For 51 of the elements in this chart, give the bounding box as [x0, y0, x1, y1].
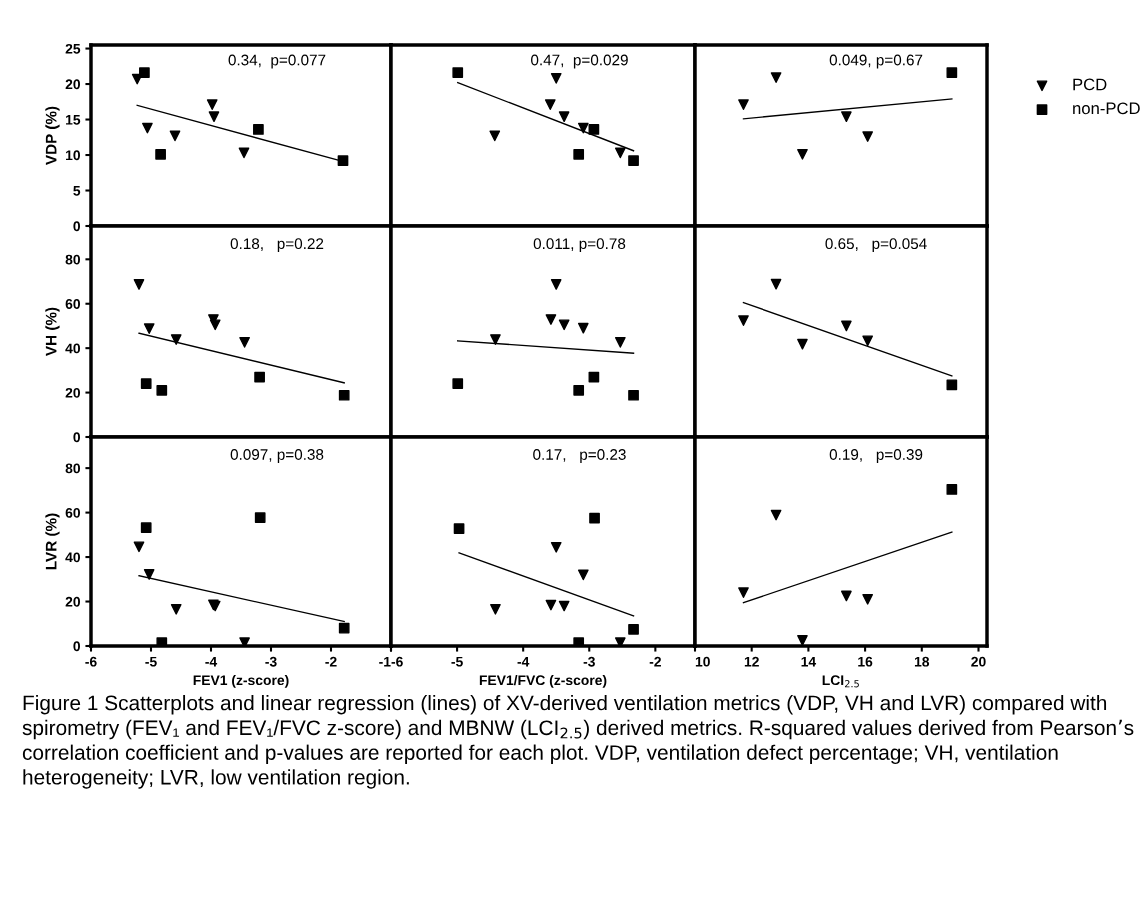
y-tick-label: 20 — [65, 387, 81, 398]
annotation: 0.19, p=0.39 — [829, 449, 923, 463]
annotation: 0.65, p=0.054 — [825, 238, 927, 253]
x-tick-label: -5 — [145, 656, 157, 667]
annotation: 0.049, p=0.67 — [829, 54, 923, 69]
y-tick-label: 0 — [73, 432, 81, 443]
y-tick-label: 40 — [65, 343, 81, 354]
x-tick-label: 20 — [971, 656, 986, 667]
y-tick-label: 80 — [65, 463, 81, 474]
y-axis-title: LVR (%) — [45, 513, 60, 570]
y-tick-label: 20 — [65, 79, 81, 90]
x-tick-label: 10 — [695, 656, 710, 667]
annotation: 0.011, p=0.78 — [533, 238, 626, 253]
legend-label: PCD — [1073, 78, 1107, 91]
annotation: 0.17, p=0.23 — [533, 449, 626, 463]
y-tick-label: 60 — [65, 507, 81, 518]
annotation: 0.097, p=0.38 — [230, 449, 324, 463]
y-tick-label: 80 — [65, 254, 81, 265]
x-tick-label: -2 — [649, 656, 661, 667]
x-tick-label: -3 — [265, 656, 277, 667]
x-tick-label: -4 — [205, 656, 218, 667]
y-axis-title: VH (%) — [45, 307, 60, 357]
x-tick-label: -5 — [451, 656, 463, 667]
annotation: 0.18, p=0.22 — [230, 238, 324, 253]
y-tick-label: 0 — [73, 641, 81, 652]
x-axis-title: FEV1 (z-score) — [193, 674, 289, 688]
y-axis-title: VDP (%) — [45, 106, 60, 165]
x-tick-label: -3 — [583, 656, 595, 667]
x-tick-label: -6 — [85, 656, 97, 667]
annotation: 0.34, p=0.077 — [228, 54, 326, 69]
y-tick-label: 15 — [66, 115, 81, 125]
y-tick-label: 10 — [66, 150, 81, 161]
x-tick-label: -6 — [391, 656, 403, 667]
x-axis-title: LCI$_{2.5}$ — [822, 675, 859, 688]
y-tick-label: 20 — [65, 596, 81, 607]
x-tick-label: 16 — [858, 656, 873, 667]
caption: Figure 1 Scatterplots and linear regression (lines) of XV-derived ventilation metrics (VDP, VH and LVR) compared with spirometry (FEV₁ and FEV₁/FVC z-score) and MBNW (LCI$_{2.5}$) derived metrics. R-squared values derived from Pearson’s correlation coefficient and p-values are reported for each plot. VDP, ventilation defect percentage; VH, ventilation heterogeneity; LVR, low ventilation region. — [22, 695, 1134, 789]
x-axis-title: FEV1/FVC (z-score) — [479, 674, 607, 688]
x-tick-label: 14 — [801, 656, 817, 667]
y-tick-label: 40 — [65, 552, 81, 563]
x-tick-label: 12 — [744, 656, 759, 667]
annotation: 0.47, p=0.029 — [531, 54, 628, 69]
x-tick-label: -1 — [379, 656, 391, 667]
x-tick-label: 18 — [914, 656, 930, 667]
x-tick-label: -2 — [325, 656, 337, 667]
y-tick-label: 5 — [73, 185, 81, 196]
y-tick-label: 60 — [65, 299, 81, 309]
legend-label: non-PCD — [1073, 102, 1140, 115]
x-tick-label: -4 — [517, 656, 530, 667]
y-tick-label: 0 — [73, 221, 81, 232]
y-tick-label: 25 — [65, 43, 81, 54]
